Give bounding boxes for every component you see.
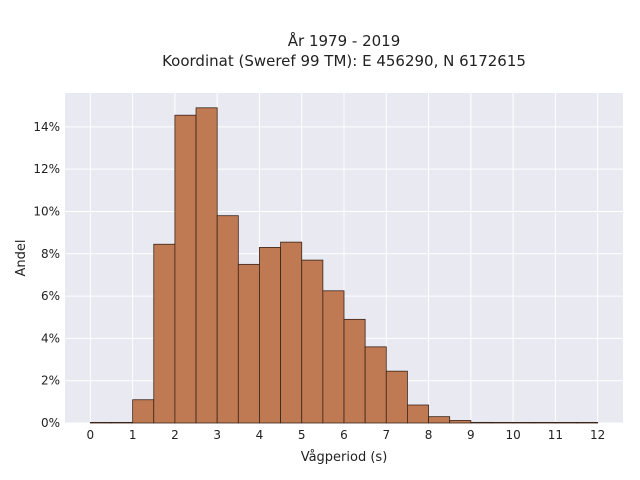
histogram-bars [89, 107, 599, 424]
histogram-bar [428, 416, 451, 424]
histogram-bar [237, 263, 260, 424]
histogram-bar [301, 259, 324, 424]
histogram-bar [407, 404, 429, 424]
y-tick-label: 14% [33, 120, 60, 134]
y-tick-label: 2% [41, 374, 60, 388]
chart-title: År 1979 - 2019 [288, 31, 401, 50]
x-tick-label: 11 [548, 428, 563, 442]
y-tick-label: 6% [41, 289, 60, 303]
histogram-bar [385, 370, 408, 424]
y-tick-label: 8% [41, 247, 60, 261]
y-axis-ticks: 0% 2% 4% 6% 8% 10% 12% 14% [33, 120, 60, 430]
x-tick-label: 5 [298, 428, 306, 442]
x-tick-label: 3 [213, 428, 221, 442]
histogram-bar [280, 241, 303, 424]
y-tick-label: 0% [41, 416, 60, 430]
histogram-bar [174, 114, 197, 424]
histogram-bar [554, 421, 577, 424]
histogram-bar [364, 346, 387, 424]
histogram-bar [576, 421, 599, 424]
histogram-bar [153, 243, 176, 424]
histogram-bar [491, 421, 514, 424]
x-tick-label: 2 [171, 428, 179, 442]
histogram-bar [343, 318, 366, 424]
histogram-bar [111, 421, 134, 424]
x-tick-label: 1 [129, 428, 137, 442]
histogram-bar [259, 247, 281, 424]
histogram-bar [89, 421, 112, 424]
histogram-bar [216, 215, 239, 424]
histogram-bar [195, 107, 218, 424]
y-tick-label: 12% [33, 162, 60, 176]
x-tick-label: 9 [467, 428, 475, 442]
x-tick-label: 12 [590, 428, 605, 442]
x-tick-label: 0 [87, 428, 95, 442]
x-axis-label: Vågperiod (s) [301, 450, 388, 465]
x-axis-ticks: 0 1 2 3 4 5 6 7 8 9 10 11 12 [87, 428, 606, 442]
x-tick-label: 10 [505, 428, 520, 442]
histogram-bar [132, 399, 155, 424]
y-tick-label: 10% [33, 204, 60, 218]
histogram-bar [322, 290, 345, 424]
y-tick-label: 4% [41, 331, 60, 345]
x-tick-label: 6 [340, 428, 348, 442]
x-tick-label: 4 [256, 428, 264, 442]
x-tick-label: 7 [382, 428, 390, 442]
chart-subtitle: Koordinat (Sweref 99 TM): E 456290, N 61… [162, 52, 526, 70]
histogram-bar [470, 421, 493, 424]
y-axis-label: Andel [14, 240, 29, 277]
histogram-bar [533, 421, 556, 424]
histogram-bar [512, 421, 535, 424]
x-tick-label: 8 [425, 428, 433, 442]
histogram-bar [449, 420, 472, 424]
